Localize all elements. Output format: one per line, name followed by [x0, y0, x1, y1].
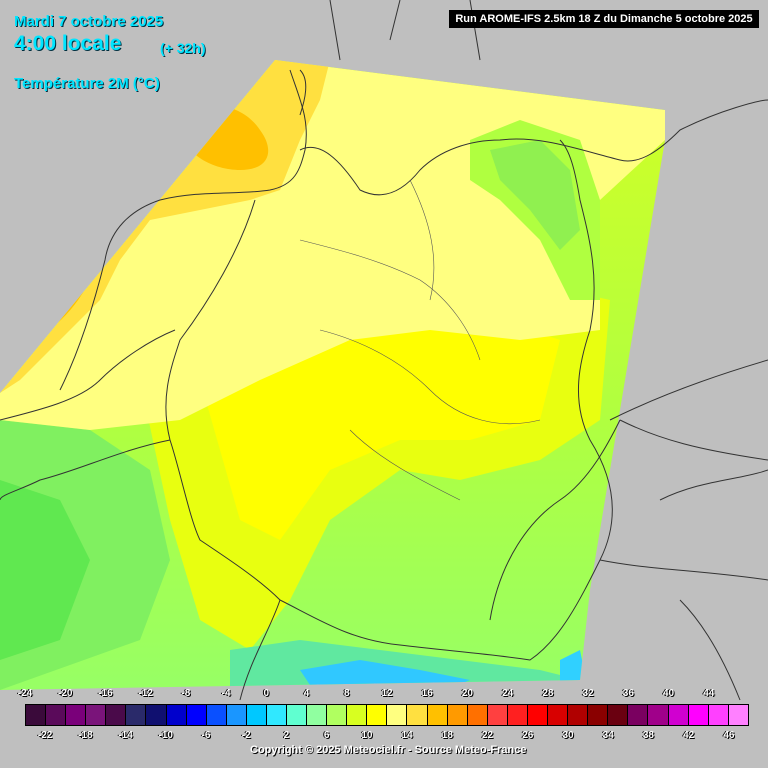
- legend-swatch: [407, 705, 428, 725]
- legend-tick-label: -24: [17, 688, 33, 699]
- legend-swatch: [26, 705, 47, 725]
- legend-swatch: [668, 705, 689, 725]
- legend-tick-label: 40: [662, 688, 675, 699]
- legend-swatch: [708, 705, 729, 725]
- legend-swatch: [628, 705, 649, 725]
- legend-swatch: [86, 705, 107, 725]
- legend-top-ticks: -24 -20 -16 -12 -8 -4 0 4 8 12 16 20 24 28 32 36 40 44: [18, 688, 750, 702]
- run-info-box: Run AROME-IFS 2.5km 18 Z du Dimanche 5 o…: [449, 10, 759, 28]
- legend-tick-label: -16: [98, 688, 113, 699]
- legend-swatch: [527, 705, 549, 725]
- legend-tick-label: 20: [461, 688, 473, 699]
- legend-swatch: [467, 705, 488, 725]
- legend-tick-label: 38: [642, 730, 654, 741]
- legend-tick-label: 14: [401, 730, 413, 741]
- legend-swatch: [246, 705, 267, 725]
- legend-swatch: [327, 705, 348, 725]
- legend-swatch: [568, 705, 589, 725]
- forecast-lead-time: (+ 32h): [160, 40, 206, 56]
- legend-swatch: [66, 705, 87, 725]
- legend-tick-label: 8: [343, 688, 350, 699]
- legend-swatch: [166, 705, 187, 725]
- legend-tick-label: -4: [221, 688, 231, 699]
- legend-swatch: [307, 705, 328, 725]
- legend-tick-label: 16: [421, 688, 433, 699]
- legend-tick-label: -22: [37, 730, 53, 741]
- legend-swatch: [226, 705, 247, 725]
- legend-tick-label: 6: [323, 730, 330, 741]
- forecast-time: 4:00 locale: [14, 32, 122, 55]
- legend-swatch: [146, 705, 167, 725]
- legend-swatch: [588, 705, 609, 725]
- legend-tick-label: -2: [241, 730, 251, 741]
- legend-swatch: [126, 705, 147, 725]
- legend-swatch: [347, 705, 368, 725]
- legend-tick-label: 10: [361, 730, 373, 741]
- legend-color-bar: [25, 704, 749, 726]
- legend-tick-label: 34: [602, 730, 614, 741]
- legend-swatch: [106, 705, 127, 725]
- legend-tick-label: 2: [283, 730, 290, 741]
- legend-swatch: [287, 705, 308, 725]
- legend-swatch: [206, 705, 227, 725]
- legend-swatch: [487, 705, 508, 725]
- legend-tick-label: -14: [118, 730, 133, 741]
- legend-tick-label: -6: [201, 730, 211, 741]
- legend-swatch: [728, 705, 748, 725]
- legend-tick-label: 12: [381, 688, 393, 699]
- legend-tick-label: -12: [138, 688, 153, 699]
- legend-tick-label: -20: [57, 688, 73, 699]
- legend-tick-label: -10: [158, 730, 173, 741]
- legend-swatch: [507, 705, 528, 725]
- borders-coastlines: [0, 0, 768, 701]
- legend-tick-label: 36: [622, 688, 634, 699]
- parameter-title: Température 2M (°C): [14, 75, 160, 92]
- forecast-date: Mardi 7 octobre 2025: [14, 13, 164, 30]
- legend-swatch: [608, 705, 629, 725]
- legend-tick-label: 4: [303, 688, 310, 699]
- legend-tick-label: -18: [78, 730, 93, 741]
- legend-swatch: [447, 705, 468, 725]
- legend-tick-label: 22: [481, 730, 494, 741]
- legend-swatch: [648, 705, 669, 725]
- legend-swatch: [387, 705, 408, 725]
- legend-tick-label: 18: [441, 730, 453, 741]
- legend-tick-label: 24: [502, 688, 514, 699]
- legend-swatch: [367, 705, 388, 725]
- legend-swatch: [186, 705, 207, 725]
- color-legend: -24 -20 -16 -12 -8 -4 0 4 8 12 16 20 24 28 32 36 40 44 -2…: [18, 688, 750, 744]
- legend-swatch: [266, 705, 288, 725]
- legend-tick-label: 44: [703, 688, 715, 699]
- legend-swatch: [688, 705, 709, 725]
- legend-tick-label: 32: [582, 688, 594, 699]
- legend-tick-label: 42: [683, 730, 695, 741]
- legend-swatch: [548, 705, 569, 725]
- legend-swatch: [46, 705, 67, 725]
- legend-swatch: [427, 705, 448, 725]
- legend-tick-label: 46: [723, 730, 735, 741]
- legend-tick-label: 28: [542, 688, 554, 699]
- legend-tick-label: -8: [181, 688, 191, 699]
- legend-tick-label: 26: [522, 730, 534, 741]
- copyright-text: Copyright © 2025 Meteociel.fr - Source M…: [250, 744, 527, 756]
- legend-tick-label: 30: [562, 730, 574, 741]
- legend-tick-label: 0: [263, 688, 270, 699]
- legend-bottom-ticks: -22 -18 -14 -10 -6 -2 2 6 10 14 18 22 26 30 34 38 42 46: [22, 730, 750, 744]
